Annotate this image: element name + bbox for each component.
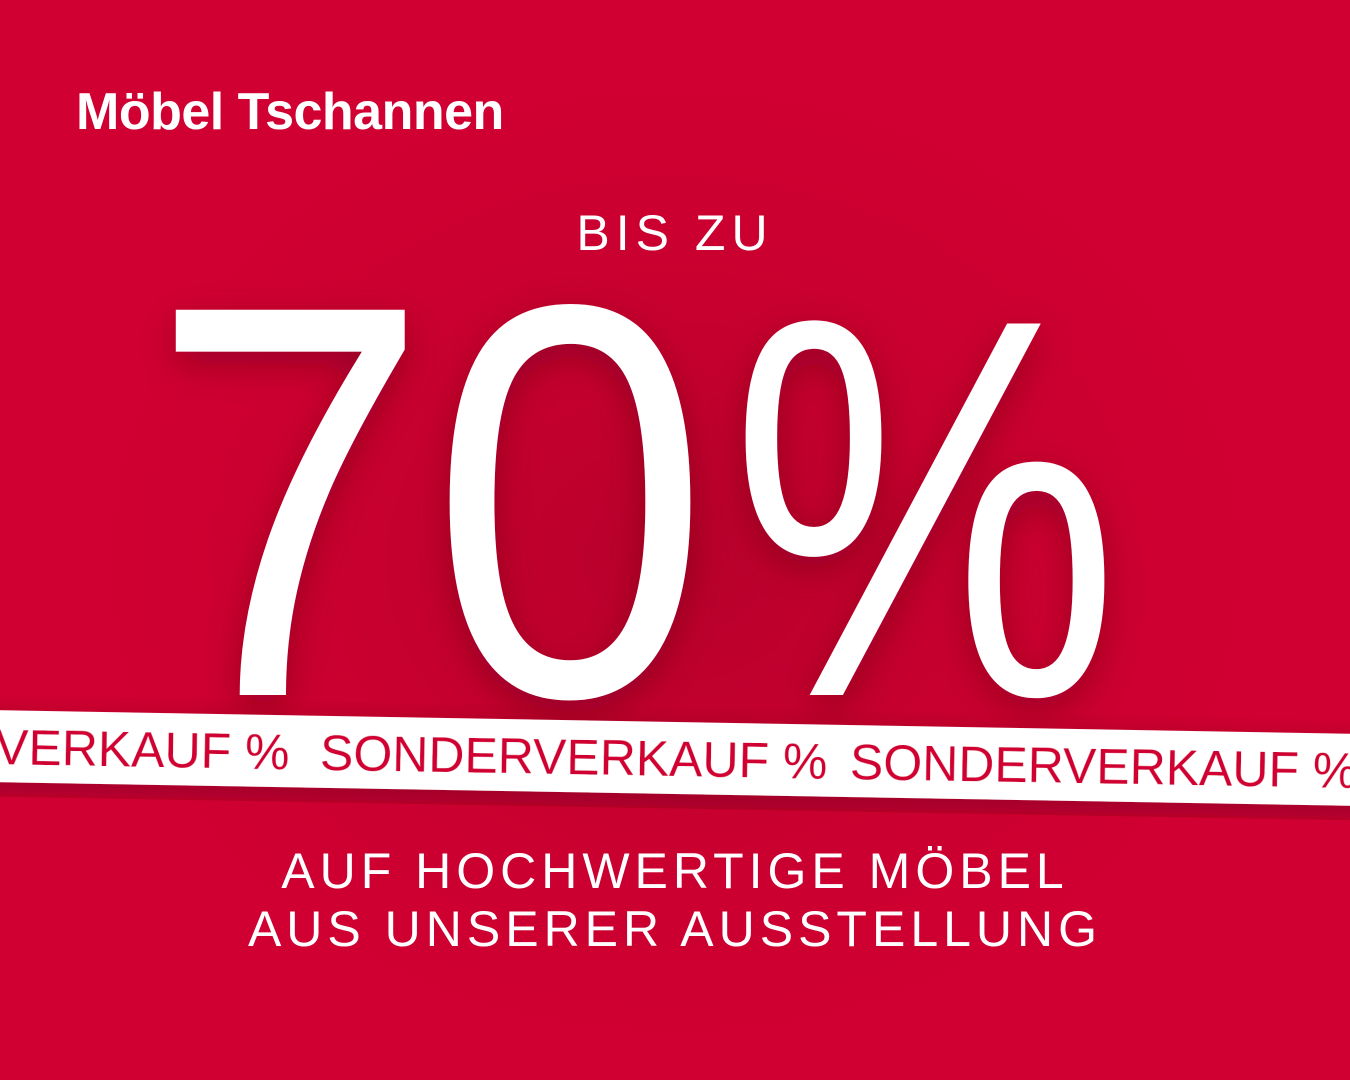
footer-line-1: AUF HOCHWERTIGE MÖBEL	[281, 843, 1069, 899]
brand-logo: Möbel Tschannen	[76, 83, 504, 141]
ribbon-text: SONDERVERKAUF %	[320, 725, 828, 790]
ribbon-text-lead: VERKAUF %	[0, 719, 290, 780]
ribbon: VERKAUF % SONDERVERKAUF % SONDERVERKAUF …	[0, 709, 1350, 807]
percent-sign: %	[730, 207, 1120, 810]
footer-line-2: AUS UNSERER AUSSTELLUNG	[247, 901, 1103, 957]
discount-number: 70	[150, 188, 710, 814]
headline-prefix: BIS ZU	[576, 205, 774, 261]
ribbon-text-repeat: SONDERVERKAUF %	[849, 734, 1350, 799]
footer-text: AUF HOCHWERTIGE MÖBEL AUS UNSERER AUSSTE…	[0, 842, 1350, 958]
